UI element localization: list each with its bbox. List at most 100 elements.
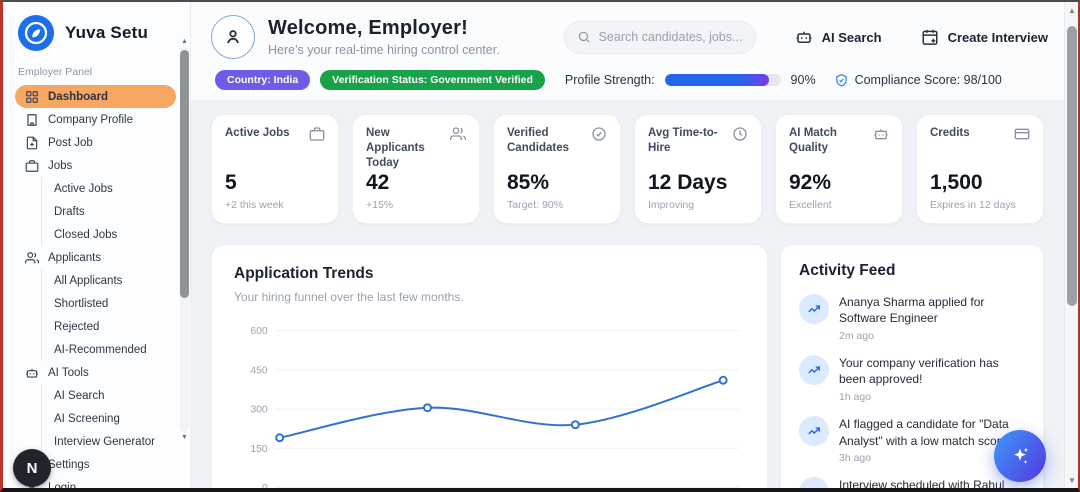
person-icon bbox=[227, 30, 239, 44]
users-icon bbox=[25, 251, 39, 265]
activity-item: Your company verification has been appro… bbox=[799, 354, 1025, 403]
scroll-up-arrow-icon[interactable]: ▲ bbox=[1068, 6, 1076, 15]
sidebar-item-post-job[interactable]: Post Job bbox=[15, 131, 176, 154]
sidebar-item-label: Settings bbox=[48, 458, 90, 471]
sidebar-item-ai-recommended[interactable]: AI-Recommended bbox=[41, 338, 176, 361]
sidebar-item-label: Interview Generator bbox=[54, 435, 155, 448]
stat-card-avg-time-to-hire: Avg Time-to-Hire 12 Days Improving bbox=[634, 114, 762, 224]
profile-strength-bar bbox=[664, 74, 781, 86]
profile-strength-value: 90% bbox=[790, 73, 816, 87]
trending-up-icon bbox=[799, 354, 829, 385]
activity-text: AI flagged a candidate for "Data Analyst… bbox=[839, 417, 1011, 448]
sidebar-item-company-profile[interactable]: Company Profile bbox=[15, 108, 176, 131]
sidebar-item-all-applicants[interactable]: All Applicants bbox=[41, 269, 176, 292]
stat-card-active-jobs: Active Jobs 5 +2 this week bbox=[211, 114, 339, 224]
welcome-block: Welcome, Employer! Here's your real-time… bbox=[268, 17, 500, 57]
stat-label: New Applicants Today bbox=[366, 127, 425, 169]
sidebar-item-label: Applicants bbox=[48, 251, 102, 264]
credit-card-icon bbox=[1014, 128, 1030, 140]
search-box[interactable] bbox=[563, 20, 756, 54]
sidebar-item-label: AI-Recommended bbox=[54, 343, 147, 356]
app-logo-icon bbox=[17, 14, 55, 52]
bot-icon bbox=[874, 129, 888, 140]
stat-sub: Excellent bbox=[789, 198, 832, 211]
stat-sub: +2 this week bbox=[225, 198, 284, 211]
stat-sub: Expires in 12 days bbox=[930, 198, 1016, 211]
activity-text: Interview scheduled with Rahul Verma for… bbox=[839, 478, 1005, 488]
sidebar-item-closed-jobs[interactable]: Closed Jobs bbox=[41, 223, 176, 246]
svg-text:150: 150 bbox=[250, 444, 268, 455]
activity-feed-title: Activity Feed bbox=[799, 261, 896, 279]
bot-icon bbox=[796, 31, 812, 43]
dashboard-grid-icon bbox=[25, 90, 39, 104]
briefcase-icon bbox=[25, 159, 39, 173]
ai-assistant-fab[interactable] bbox=[994, 430, 1046, 482]
activity-text: Ananya Sharma applied for Software Engin… bbox=[839, 294, 985, 326]
sidebar-item-label: AI Screening bbox=[54, 412, 120, 425]
sidebar-item-shortlisted[interactable]: Shortlisted bbox=[41, 292, 176, 315]
stat-card-verified-candidates: Verified Candidates 85% Target: 90% bbox=[493, 114, 621, 224]
clock-icon bbox=[733, 127, 747, 141]
stat-card-credits: Credits 1,500 Expires in 12 days bbox=[916, 114, 1044, 224]
scroll-down-arrow-icon[interactable]: ▼ bbox=[1068, 476, 1076, 485]
sidebar-item-label: AI Search bbox=[54, 389, 105, 402]
svg-text:450: 450 bbox=[250, 365, 268, 376]
svg-text:300: 300 bbox=[250, 404, 268, 415]
scroll-down-arrow-icon[interactable]: ▼ bbox=[181, 434, 188, 441]
check-circle-icon bbox=[592, 127, 606, 141]
sidebar-item-label: Shortlisted bbox=[54, 297, 109, 310]
stat-value: 92% bbox=[789, 170, 832, 194]
window-scrollbar[interactable]: ▲ ▼ bbox=[1064, 2, 1078, 488]
create-interview-button[interactable]: Create Interview bbox=[921, 28, 1048, 46]
activity-item: AI flagged a candidate for "Data Analyst… bbox=[799, 416, 1025, 464]
activity-time: 3h ago bbox=[839, 452, 872, 465]
employer-avatar bbox=[211, 15, 255, 59]
activity-item: Ananya Sharma applied for Software Engin… bbox=[799, 293, 1025, 342]
notification-overlay-bubble[interactable]: N bbox=[13, 449, 51, 487]
content-row: Application Trends Your hiring funnel ov… bbox=[191, 224, 1064, 488]
ai-search-button[interactable]: AI Search bbox=[795, 28, 882, 46]
sidebar-item-ai-screening[interactable]: AI Screening bbox=[41, 407, 176, 430]
page-subtitle: Here's your real-time hiring control cen… bbox=[268, 43, 500, 57]
sidebar-nav: Dashboard Company Profile Post Job Jobs … bbox=[15, 85, 176, 488]
sidebar-item-drafts[interactable]: Drafts bbox=[41, 200, 176, 223]
shield-check-icon bbox=[835, 73, 847, 87]
briefcase-icon bbox=[309, 127, 325, 141]
stat-sub: +15% bbox=[366, 198, 394, 211]
compliance-score: Compliance Score: 98/100 bbox=[834, 73, 1002, 88]
trending-up-icon bbox=[799, 416, 829, 446]
sidebar-item-jobs[interactable]: Jobs bbox=[15, 154, 176, 177]
file-plus-icon bbox=[25, 136, 39, 150]
sidebar-item-label: AI Tools bbox=[48, 366, 89, 379]
building-icon bbox=[25, 113, 39, 127]
sidebar-item-applicants[interactable]: Applicants bbox=[15, 246, 176, 269]
window-scrollbar-thumb[interactable] bbox=[1067, 26, 1077, 306]
trending-up-icon bbox=[799, 477, 829, 488]
main-content: Welcome, Employer! Here's your real-time… bbox=[191, 2, 1064, 488]
activity-item: Interview scheduled with Rahul Verma for… bbox=[799, 477, 1025, 488]
sidebar-item-ai-tools[interactable]: AI Tools bbox=[15, 361, 176, 384]
profile-strength-fill bbox=[664, 74, 769, 86]
sidebar-item-dashboard[interactable]: Dashboard bbox=[15, 85, 176, 108]
sidebar-item-interview-generator[interactable]: Interview Generator bbox=[41, 430, 176, 453]
sidebar-scrollbar-thumb[interactable] bbox=[180, 50, 189, 298]
scroll-up-arrow-icon[interactable]: ▲ bbox=[181, 38, 188, 45]
sidebar-scrollbar[interactable]: ▲ ▼ bbox=[180, 38, 189, 442]
compliance-score-text: Compliance Score: 98/100 bbox=[854, 73, 1002, 87]
profile-strength-label: Profile Strength: bbox=[564, 73, 655, 87]
sidebar-item-active-jobs[interactable]: Active Jobs bbox=[41, 177, 176, 200]
stat-card-ai-match-quality: AI Match Quality 92% Excellent bbox=[775, 114, 903, 224]
stat-value: 5 bbox=[225, 170, 237, 194]
search-input[interactable] bbox=[598, 30, 743, 44]
sidebar-item-rejected[interactable]: Rejected bbox=[41, 315, 176, 338]
panel-section-label: Employer Panel bbox=[18, 66, 93, 78]
activity-time: 1h ago bbox=[839, 391, 872, 403]
stat-value: 12 Days bbox=[648, 170, 728, 194]
page-title: Welcome, Employer! bbox=[268, 17, 468, 39]
app-logo-row: Yuva Setu bbox=[15, 12, 176, 66]
country-badge: Country: India bbox=[215, 70, 311, 90]
stat-card-new-applicants: New Applicants Today 42 +15% bbox=[352, 114, 480, 224]
sidebar-item-ai-search[interactable]: AI Search bbox=[41, 384, 176, 407]
stat-sub: Target: 90% bbox=[507, 198, 564, 211]
